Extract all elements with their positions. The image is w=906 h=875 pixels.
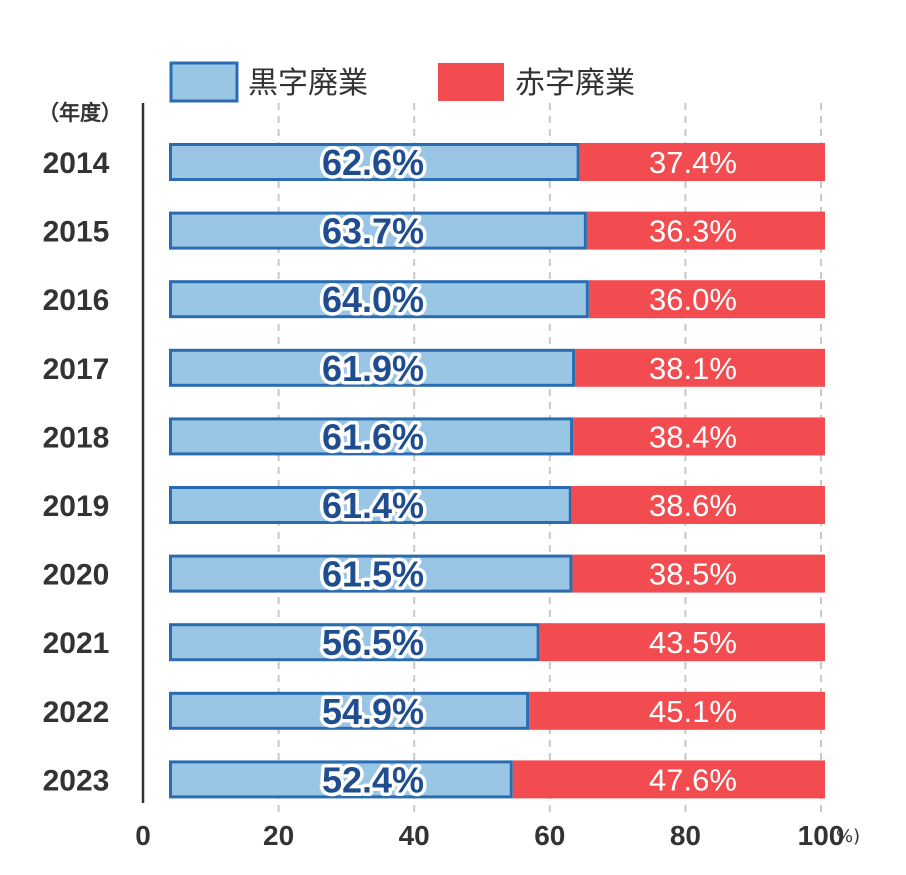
x-tick-label-80: 80 — [670, 820, 701, 851]
bar-profit-2015 — [169, 211, 587, 250]
value-label-loss-2016: 36.0% — [649, 282, 737, 317]
value-label-loss-2018: 38.4% — [649, 419, 737, 454]
value-label-loss-2023: 47.6% — [649, 762, 737, 797]
value-label-loss-2015: 36.3% — [649, 214, 737, 249]
year-label-2023: 2023 — [43, 764, 110, 797]
x-axis-unit-label: (%) — [829, 826, 860, 847]
value-label-profit-2019: 61.4% — [322, 485, 424, 526]
bar-profit-2023 — [169, 760, 513, 799]
bar-value-labels: 62.6% 37.4% 63.7% 36.3% 64.0% 36.0% 61.9% 38.1%… — [318, 139, 737, 804]
year-label-2014: 2014 — [43, 147, 110, 180]
bar-loss-2021 — [539, 623, 825, 662]
year-label-2018: 2018 — [43, 421, 110, 454]
x-tick-label-100: 100 — [798, 820, 845, 851]
y-axis-unit-label: （年度） — [38, 101, 122, 125]
value-label-loss-2014: 37.4% — [649, 145, 737, 180]
value-label-profit-2020: 61.5% — [322, 554, 424, 595]
legend-swatch-profit — [169, 61, 239, 103]
year-label-2021: 2021 — [43, 627, 110, 660]
bar-profit-2021 — [169, 623, 540, 662]
bar-loss-2019 — [571, 486, 825, 524]
bar-loss-2022 — [529, 691, 825, 730]
bar-profit-2014 — [169, 143, 580, 181]
bar-loss-2018 — [573, 417, 825, 456]
year-label-2022: 2022 — [43, 696, 110, 729]
bar-loss-2020 — [572, 554, 825, 593]
bar-profit-2018 — [169, 417, 574, 456]
value-label-profit-2014: 62.6% — [322, 142, 424, 183]
bar-loss-2014 — [579, 143, 825, 181]
bar-loss-2015 — [586, 211, 825, 250]
value-label-loss-2017: 38.1% — [649, 351, 737, 386]
x-tick-label-0: 0 — [135, 820, 151, 851]
bar-profit-2019 — [169, 486, 572, 524]
bars — [169, 143, 825, 799]
value-label-profit-2018: 61.6% — [322, 416, 424, 457]
value-label-profit-2022: 54.9% — [322, 691, 424, 732]
value-label-profit-2017: 61.9% — [322, 348, 424, 389]
category-labels: 2014 2015 2016 2017 2018 2019 2020 2021 2022 2023 — [43, 147, 110, 797]
bar-profit-2020 — [169, 554, 573, 593]
bar-loss-2016 — [588, 280, 825, 319]
bar-profit-2017 — [169, 348, 576, 387]
x-tick-label-60: 60 — [534, 820, 565, 851]
legend: 黒字廃業 赤字廃業 — [169, 61, 635, 103]
x-axis-ticks: 0 20 40 60 80 100 — [135, 820, 844, 851]
value-label-profit-2023: 52.4% — [322, 759, 424, 800]
x-tick-label-40: 40 — [399, 820, 430, 851]
legend-label-loss: 赤字廃業 — [515, 66, 635, 101]
year-label-2017: 2017 — [43, 353, 110, 386]
value-label-profit-2015: 63.7% — [322, 211, 424, 252]
legend-label-profit: 黒字廃業 — [248, 66, 368, 101]
value-label-loss-2020: 38.5% — [649, 557, 737, 592]
value-label-loss-2021: 43.5% — [649, 625, 737, 660]
value-label-loss-2022: 45.1% — [649, 694, 737, 729]
value-label-profit-2016: 64.0% — [322, 279, 424, 320]
x-tick-label-20: 20 — [263, 820, 294, 851]
value-label-loss-2019: 38.6% — [649, 488, 737, 523]
year-label-2015: 2015 — [43, 216, 110, 249]
legend-swatch-loss — [438, 63, 504, 101]
bar-profit-2016 — [169, 280, 589, 319]
bar-loss-2023 — [512, 760, 825, 799]
value-label-profit-2021: 56.5% — [322, 622, 424, 663]
year-label-2020: 2020 — [43, 559, 110, 592]
bar-profit-2022 — [169, 691, 530, 730]
year-label-2016: 2016 — [43, 284, 110, 317]
bar-loss-2017 — [575, 348, 825, 387]
year-label-2019: 2019 — [43, 490, 110, 523]
